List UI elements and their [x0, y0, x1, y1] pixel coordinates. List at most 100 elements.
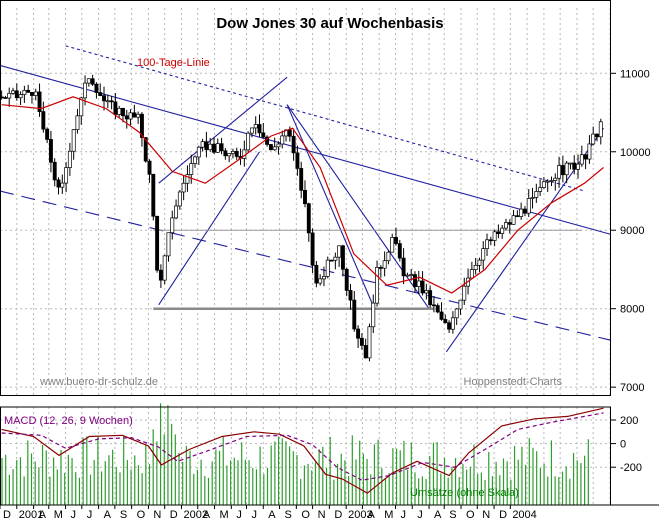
candle-body [416, 280, 421, 288]
candle-body [583, 154, 588, 160]
candle-body [67, 150, 72, 169]
candle-body [488, 239, 493, 242]
candle-body [329, 259, 334, 262]
candle-body [212, 143, 216, 153]
candle-body [549, 180, 554, 182]
candle-body [132, 112, 137, 118]
candle-body [227, 153, 232, 157]
watermark-left: www.buero-dr-schulz.de [39, 376, 158, 388]
signal-line [1, 412, 604, 481]
candle-body [576, 163, 580, 170]
y-tick-label: 8000 [620, 304, 644, 316]
candle-body [79, 97, 84, 117]
candle-body [496, 231, 501, 234]
candle-body [443, 319, 448, 324]
x-tick-label: J [87, 509, 93, 520]
candle-body [230, 150, 235, 154]
candle-body [219, 143, 224, 152]
y-tick-label: 7000 [620, 382, 644, 394]
x-tick-label: N [318, 509, 326, 520]
candle-body [344, 268, 349, 291]
candle-body [147, 160, 152, 175]
candle-body [136, 113, 141, 118]
candle-body [386, 251, 391, 262]
candle-body [504, 222, 508, 229]
candle-body [420, 280, 425, 294]
candle-body [162, 255, 167, 281]
candle-body [560, 165, 565, 176]
candle-body [189, 163, 194, 175]
trendline [0, 190, 611, 341]
candle-body [598, 121, 603, 138]
y-tick-label: 11000 [620, 68, 650, 80]
candle-body [291, 135, 296, 154]
candle-body [234, 150, 239, 157]
candle-body [71, 129, 76, 152]
candle-body [196, 146, 201, 158]
x-tick-label: D [334, 509, 342, 520]
macd-tick-label: 0 [620, 439, 626, 451]
x-tick-label: 2003 [348, 509, 372, 520]
x-tick-label: A [367, 509, 375, 520]
x-tick-label: 2002 [183, 509, 207, 520]
candle-body [268, 144, 273, 151]
candle-body [102, 95, 106, 102]
candle-body [56, 179, 61, 188]
candle-body [60, 182, 65, 188]
y-tick-label: 10000 [620, 147, 651, 159]
candle-body [11, 90, 15, 94]
candle-body [401, 257, 406, 277]
candle-body [591, 133, 596, 145]
candle-body [340, 245, 345, 270]
candle-body [378, 267, 383, 269]
candle-body [64, 167, 69, 184]
x-tick-label: J [236, 509, 242, 520]
x-tick-label: N [482, 509, 490, 520]
volume-bars [1, 403, 589, 505]
x-tick-label: J [251, 509, 257, 520]
candle-body [166, 232, 171, 257]
candle-body [41, 111, 46, 130]
candle-body [564, 162, 569, 176]
candle-body [458, 299, 463, 310]
candle-body [337, 245, 342, 258]
candle-body [295, 152, 300, 169]
candle-body [98, 92, 103, 96]
macd-title: MACD (12, 26, 9 Wochen) [4, 415, 133, 427]
candle-body [568, 162, 573, 165]
candle-body [413, 274, 417, 288]
x-tick-label: D [499, 509, 507, 520]
candle-body [261, 132, 266, 138]
candle-body [18, 94, 23, 99]
candle-body [541, 181, 546, 188]
candle-body [208, 143, 213, 151]
candle-body [124, 115, 129, 120]
candle-body [526, 198, 531, 214]
candle-body [534, 191, 539, 198]
candle-body [462, 285, 467, 301]
trendline [158, 151, 260, 306]
candle-body [359, 337, 364, 346]
candle-body [158, 269, 163, 281]
candle-body [310, 232, 315, 266]
candle-body [394, 237, 398, 244]
watermark-right: Hoppenstedt-Charts [464, 376, 563, 388]
candle-body [447, 322, 452, 330]
price-panel-frame [0, 0, 611, 396]
x-tick-label: D [3, 509, 11, 520]
x-tick-label: J [417, 509, 423, 520]
macd-tick-label: -200 [620, 462, 642, 474]
x-tick-label: N [153, 509, 161, 520]
candle-body [299, 168, 304, 191]
candle-body [52, 161, 57, 181]
candle-body [325, 259, 330, 277]
x-tick-label: S [285, 509, 292, 520]
candle-body [181, 182, 186, 193]
trendline [158, 76, 288, 184]
x-tick-label: S [449, 509, 456, 520]
candle-body [33, 91, 38, 96]
candle-body [193, 156, 197, 164]
candle-body [276, 143, 281, 148]
candle-body [174, 205, 179, 219]
